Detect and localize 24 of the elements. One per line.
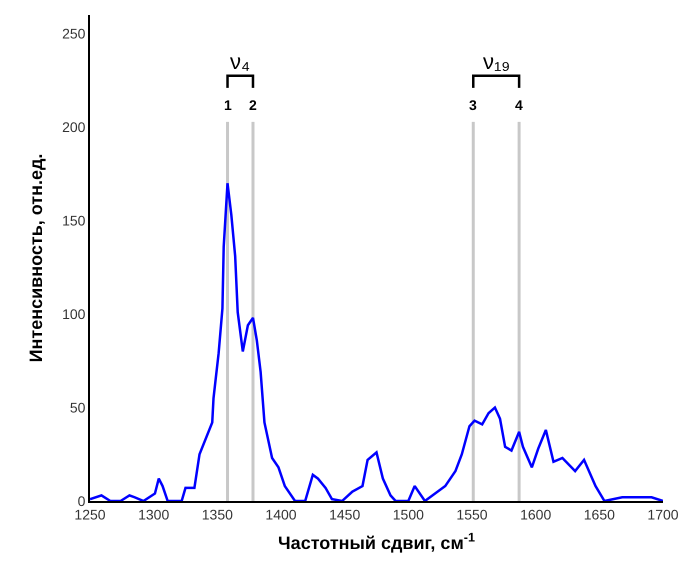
x-tick-label: 1450	[329, 506, 360, 523]
y-axis-title: Интенсивность, отн.ед.	[26, 154, 46, 362]
y-tick-label: 0	[78, 492, 86, 509]
annotation: ν₁₉	[483, 49, 510, 74]
annotation: 4	[515, 97, 523, 113]
x-tick-label: 1550	[456, 506, 488, 523]
annotation: ν₄	[230, 49, 250, 74]
x-tick-label: 1500	[392, 506, 424, 523]
annotation: 2	[249, 97, 257, 113]
annotation: 3	[469, 97, 477, 113]
x-tick-label: 1600	[520, 506, 552, 523]
y-tick-label: 50	[70, 399, 86, 416]
x-tick-label: 1700	[647, 506, 679, 523]
x-tick-label: 1300	[138, 506, 170, 523]
y-tick-label: 200	[62, 119, 86, 136]
y-tick-label: 250	[62, 26, 86, 42]
x-tick-label: 1650	[584, 506, 616, 523]
x-tick-label: 1400	[265, 506, 297, 523]
y-tick-label: 100	[62, 306, 86, 322]
annotation: 1	[224, 97, 232, 113]
y-tick-label: 150	[62, 212, 86, 229]
x-tick-label: 1250	[74, 506, 106, 523]
x-axis-title: Частотный сдвиг, см$^{-1}$	[278, 530, 475, 554]
x-tick-label: 1350	[202, 506, 234, 523]
